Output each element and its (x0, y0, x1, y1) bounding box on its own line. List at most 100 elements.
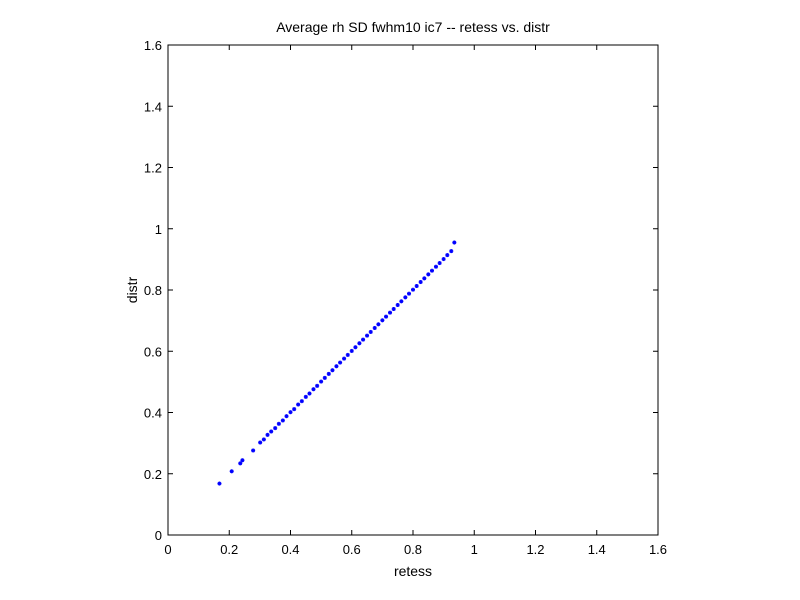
data-point (353, 345, 358, 350)
x-axis-label: retess (394, 563, 432, 579)
y-tick-label: 0 (155, 528, 162, 543)
y-tick-label: 1.6 (144, 38, 162, 53)
data-point-d2 (414, 284, 419, 288)
x-tick-label: 1 (471, 542, 478, 557)
data-point (395, 303, 400, 308)
data-point (426, 272, 431, 277)
data-point-d2 (277, 421, 281, 426)
data-point-d2 (361, 337, 365, 342)
data-point (251, 448, 256, 453)
x-tick-label: 0.2 (220, 542, 238, 557)
data-point (399, 299, 404, 304)
data-point (411, 287, 415, 292)
data-point-d2 (380, 318, 385, 323)
data-point (238, 461, 243, 466)
x-tick-label: 1.4 (588, 542, 606, 557)
y-axis-label: distr (124, 276, 140, 303)
data-point (229, 469, 234, 474)
data-point-d2 (280, 418, 285, 423)
data-point (433, 264, 438, 269)
data-point (303, 394, 308, 399)
data-point-d2 (345, 353, 350, 357)
data-point (307, 391, 312, 396)
data-point (280, 418, 285, 423)
x-tick-label: 0.8 (404, 542, 422, 557)
data-point-d2 (238, 461, 243, 466)
data-point-d2 (269, 429, 274, 434)
y-tick-label: 0.2 (144, 467, 162, 482)
x-axis-ticks: 0 0.2 0.4 0.6 0.8 1 1.2 1.4 1.6 (164, 45, 667, 557)
data-point (217, 481, 222, 486)
data-point (380, 318, 385, 323)
data-point (422, 276, 427, 281)
data-point (449, 249, 454, 254)
data-point (414, 284, 419, 289)
data-point (429, 268, 434, 273)
data-point-d2 (384, 314, 388, 319)
data-point (437, 261, 442, 266)
data-point (265, 432, 270, 437)
data-point-d2 (311, 387, 316, 392)
data-point (276, 421, 281, 426)
data-point (288, 410, 293, 415)
data-point-d2 (388, 310, 392, 315)
data-point-d2 (342, 356, 346, 361)
data-point (326, 371, 331, 376)
x-tick-label: 1.2 (526, 542, 544, 557)
x-tick-label: 0.4 (281, 542, 299, 557)
data-point (349, 348, 354, 353)
data-point-d2 (349, 349, 354, 353)
x-tick-label: 1.6 (649, 542, 667, 557)
data-point (418, 280, 423, 285)
data-point (284, 414, 289, 419)
data-point-d2 (258, 440, 263, 445)
data-point-d2 (365, 333, 369, 338)
data-point (273, 426, 278, 431)
data-point-d2 (322, 376, 327, 380)
data-point-d2 (391, 307, 396, 311)
data-point-d2 (399, 299, 404, 304)
data-point (311, 387, 316, 392)
y-tick-label: 0.4 (144, 406, 162, 421)
data-point-d2 (296, 402, 301, 407)
data-point-d2 (315, 384, 319, 388)
data-point-d2 (376, 322, 381, 327)
data-point (315, 383, 320, 388)
data-point (365, 333, 370, 338)
y-axis-ticks: 0 0.2 0.4 0.6 0.8 1 1.2 1.4 1.6 (144, 38, 658, 543)
data-point (384, 314, 389, 319)
data-point-d2 (338, 360, 342, 365)
data-point (258, 440, 263, 445)
y-tick-label: 1.2 (144, 161, 162, 176)
data-point (372, 325, 377, 330)
data-point-d2 (434, 264, 438, 269)
data-point-d2 (372, 326, 377, 330)
data-point-d2 (288, 410, 293, 415)
data-point-d2 (273, 426, 278, 430)
data-point (338, 360, 343, 365)
data-point (345, 352, 350, 357)
data-point-d2 (418, 280, 423, 284)
data-point-d2 (407, 291, 411, 296)
data-point (330, 368, 335, 373)
data-point (452, 240, 457, 245)
data-point (445, 253, 450, 258)
data-point-d2 (353, 345, 358, 350)
y-tick-label: 0.8 (144, 283, 162, 298)
data-point-d2 (307, 391, 312, 396)
data-point (299, 399, 304, 404)
y-tick-label: 1 (155, 222, 162, 237)
data-point-d2 (299, 399, 304, 404)
data-point-d2 (229, 469, 234, 474)
data-point (322, 375, 327, 380)
data-point-d2 (284, 414, 289, 419)
data-point (319, 379, 324, 384)
data-point-d2 (357, 341, 362, 346)
data-point-d2 (303, 395, 308, 399)
data-point-d2 (411, 287, 415, 292)
data-point-d2 (262, 437, 266, 442)
data-point (261, 437, 266, 442)
data-point-d2 (449, 249, 454, 253)
data-point-d2 (334, 364, 339, 369)
